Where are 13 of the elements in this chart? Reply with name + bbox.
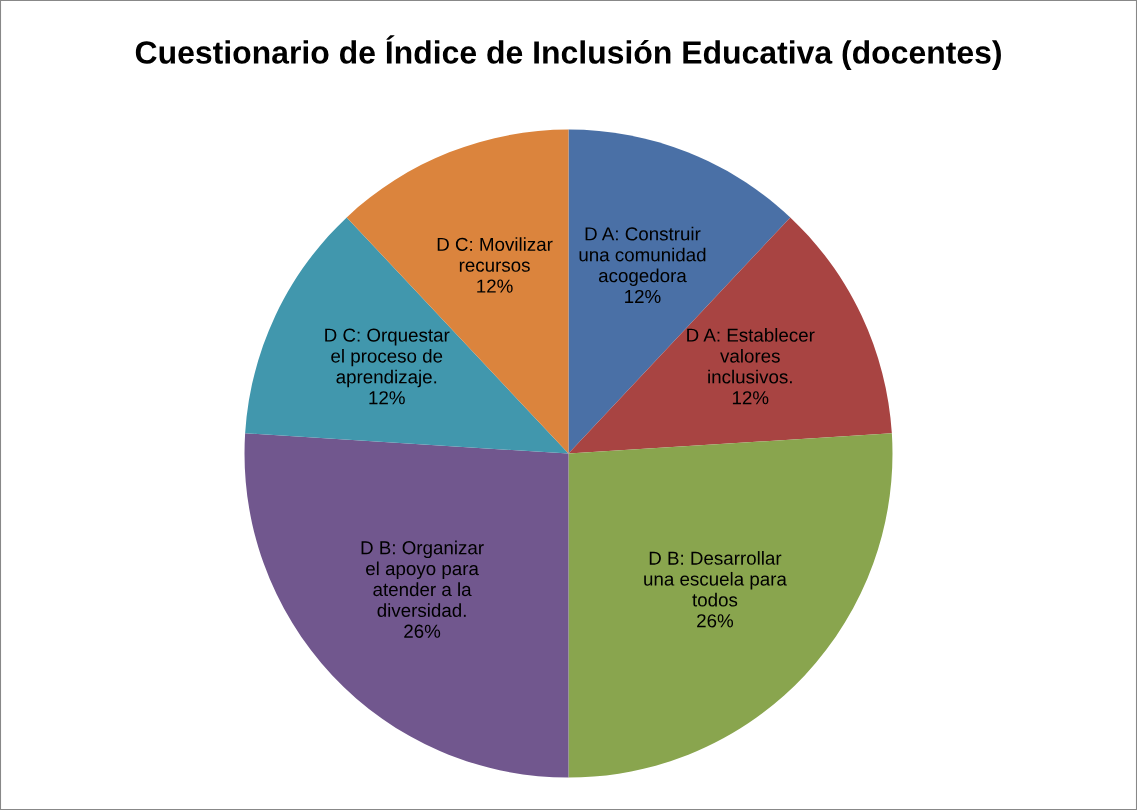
data-label: 26% (697, 614, 734, 628)
slice-label: D C: Orquestar el proceso de aprendizaje. (325, 328, 450, 388)
data-label: 26% (404, 624, 441, 638)
slice-label: D B: Desarrollar una escuela para todos (644, 551, 787, 607)
slice-label: D A: Establecer valores inclusivos. (687, 328, 815, 384)
chart-title: Cuestionario de Índice de Inclusión Educativa (docentes) (135, 35, 1001, 71)
data-label: 12% (732, 391, 769, 405)
slice-label: D B: Organizar el apoyo para atender a la diversidad. (361, 540, 484, 618)
slice-label: D C: Movilizar recursos (437, 237, 553, 272)
data-label: 12% (477, 279, 513, 293)
data-label: 12% (369, 391, 405, 405)
data-label: 12% (625, 289, 661, 304)
slice-label: D A: Construir una comunidad acogedora (579, 226, 706, 286)
